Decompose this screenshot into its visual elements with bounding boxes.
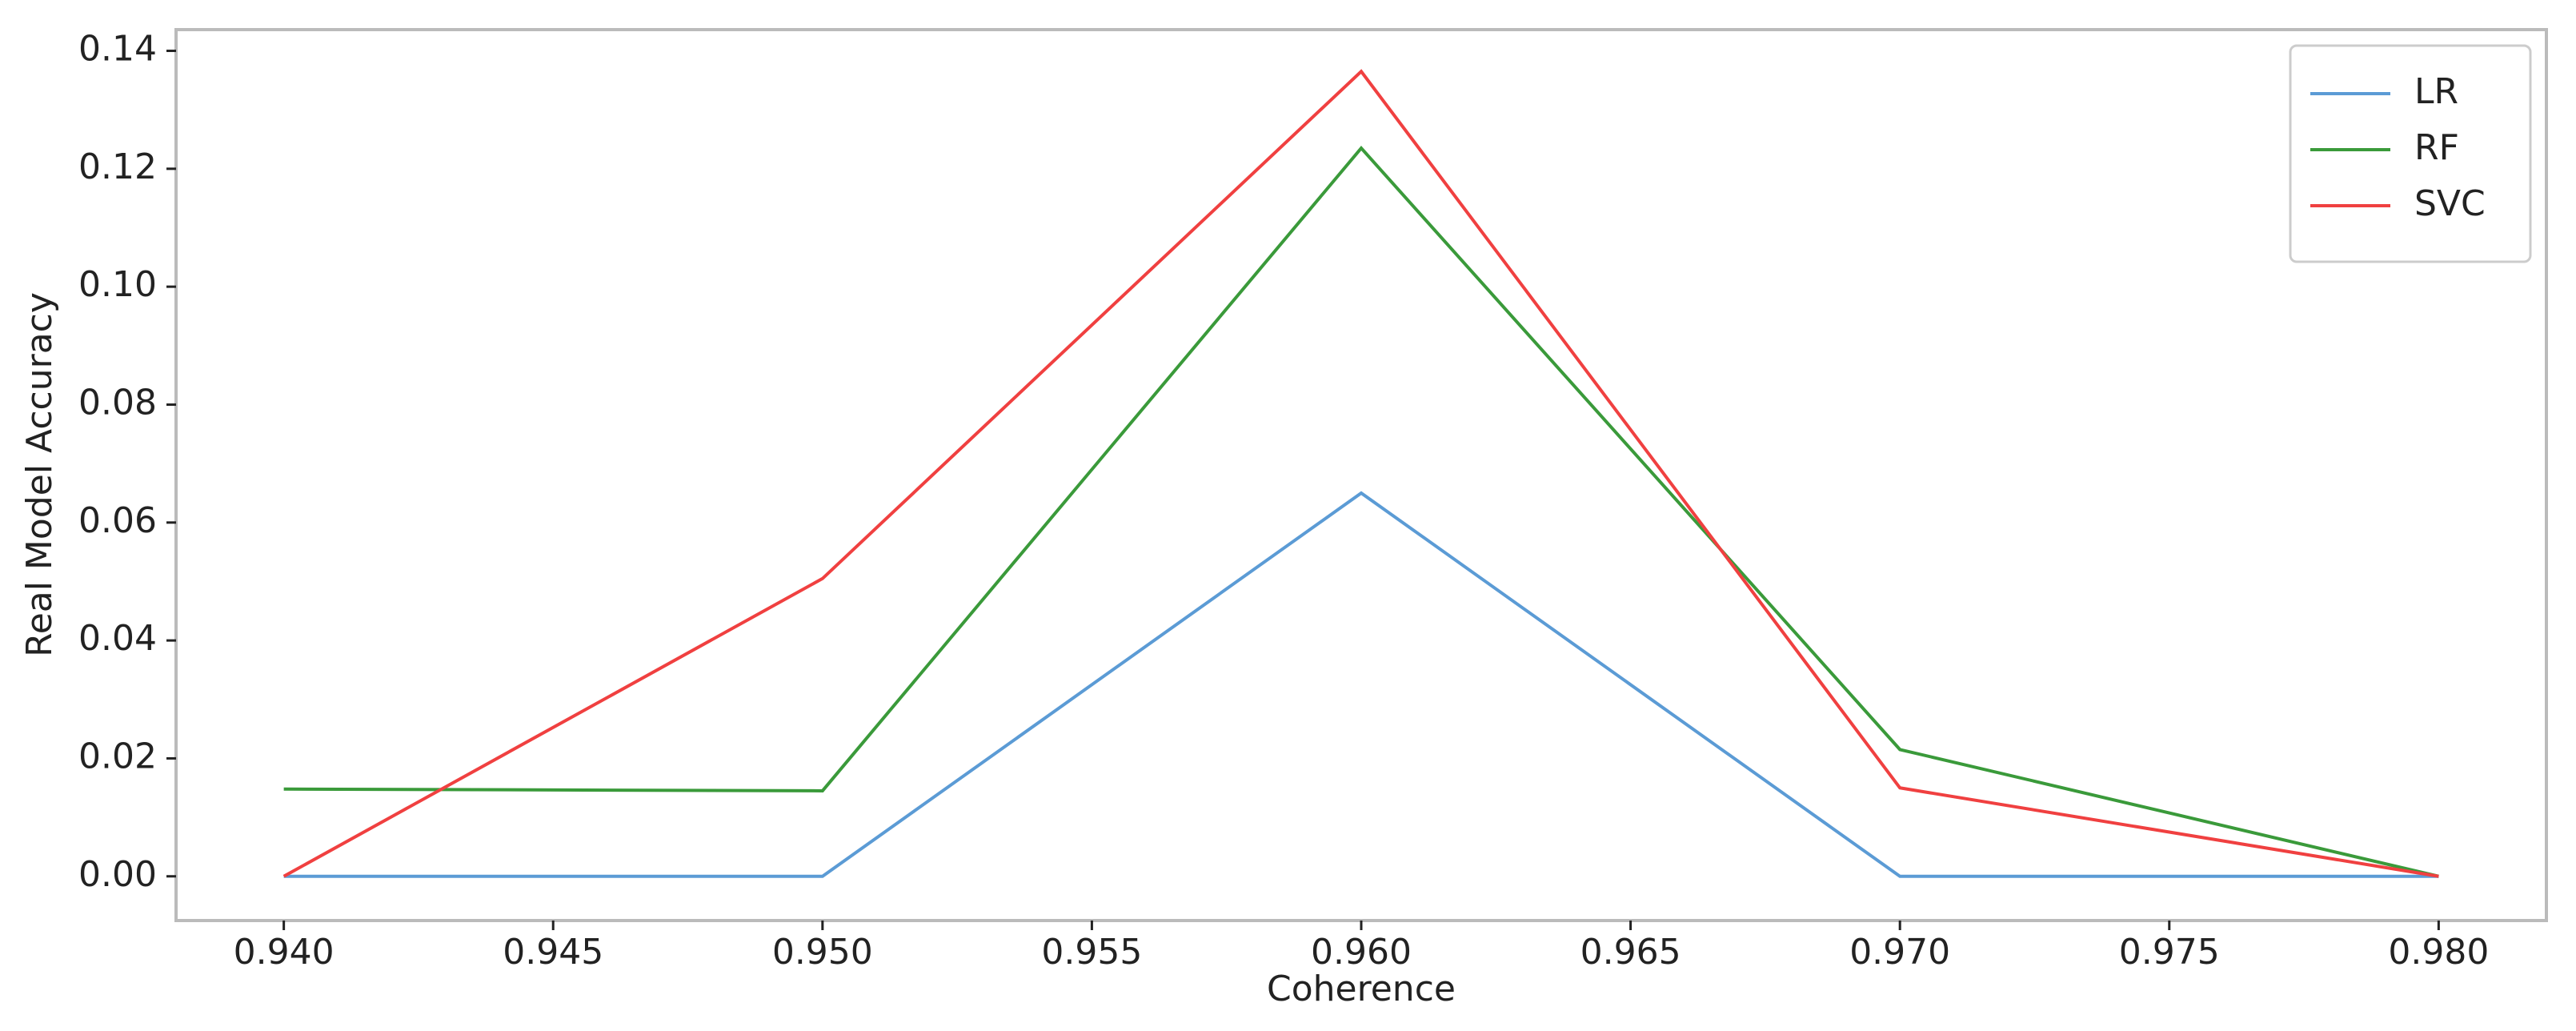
y-tick-label: 0.12 bbox=[78, 146, 157, 187]
x-tick-label: 0.955 bbox=[1041, 932, 1142, 973]
x-tick-label: 0.945 bbox=[503, 932, 603, 973]
x-tick-label: 0.975 bbox=[2119, 932, 2220, 973]
y-tick-label: 0.14 bbox=[78, 29, 157, 70]
x-tick-label: 0.965 bbox=[1580, 932, 1681, 973]
legend-label: LR bbox=[2414, 71, 2458, 112]
series-line bbox=[282, 69, 2439, 878]
y-tick-label: 0.10 bbox=[78, 264, 157, 305]
x-tick-label: 0.980 bbox=[2388, 932, 2489, 973]
legend-box bbox=[2289, 44, 2532, 263]
legend-label: SVC bbox=[2414, 183, 2486, 224]
y-tick-label: 0.02 bbox=[78, 736, 157, 776]
y-axis-label: Real Model Accuracy bbox=[19, 292, 60, 657]
x-tick-label: 0.940 bbox=[234, 932, 335, 973]
y-tick-label: 0.04 bbox=[78, 618, 157, 659]
series-line bbox=[283, 146, 2439, 878]
y-tick-label: 0.08 bbox=[78, 382, 157, 423]
x-tick-label: 0.970 bbox=[1849, 932, 1950, 973]
series-line bbox=[283, 491, 2439, 878]
y-tick-label: 0.06 bbox=[78, 500, 157, 541]
x-tick-label: 0.950 bbox=[772, 932, 873, 973]
legend-label: RF bbox=[2414, 127, 2459, 168]
x-tick-label: 0.960 bbox=[1311, 932, 1412, 973]
y-tick-label: 0.00 bbox=[78, 854, 157, 895]
x-axis-label: Coherence bbox=[1267, 969, 1456, 1009]
plot-frame bbox=[174, 28, 2548, 922]
